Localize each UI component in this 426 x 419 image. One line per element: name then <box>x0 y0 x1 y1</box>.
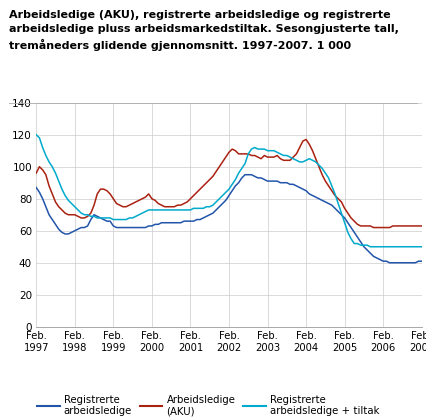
Text: Arbeidsledige (AKU), registrerte arbeidsledige og registrerte
arbeidsledige plus: Arbeidsledige (AKU), registrerte arbeids… <box>9 10 398 51</box>
Legend: Registrerte
arbeidsledige, Arbeidsledige
(AKU), Registrerte
arbeidsledige + tilt: Registrerte arbeidsledige, Arbeidsledige… <box>37 395 380 416</box>
